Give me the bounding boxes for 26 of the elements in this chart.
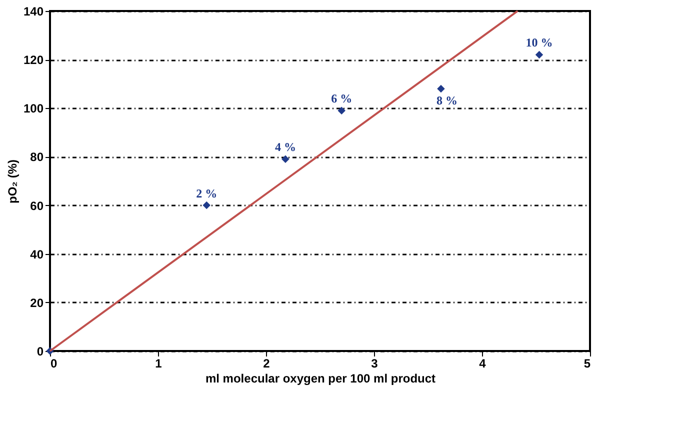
x-tick-label: 2 [263, 356, 270, 370]
y-tick-label: 120 [23, 53, 44, 68]
point [202, 201, 210, 210]
point [437, 84, 445, 93]
point [535, 50, 544, 59]
y-tick-label: 60 [30, 198, 44, 213]
x-tick-label: 0 [50, 356, 58, 370]
y-tick-label: 140 [23, 4, 44, 18]
x-tick-label: 1 [155, 356, 162, 370]
x-tick-label: 3 [371, 356, 378, 370]
x-tick-label: 4 [479, 356, 486, 370]
y-tick-label: 100 [23, 102, 44, 116]
y-tick-label: 40 [30, 247, 44, 262]
point [338, 106, 346, 114]
annotation: 10 % [526, 36, 553, 50]
x-axis-title: ml molecular oxygen per 100 ml product [205, 372, 436, 386]
annotation: 2 % [196, 186, 218, 200]
annotation: 6 % [331, 92, 352, 106]
y-tick-label: 0 [36, 344, 44, 358]
y-axis-title: pO₂ (%) [5, 160, 20, 204]
annotation: 8 % [436, 94, 458, 108]
y-tick-label: 80 [30, 150, 44, 164]
x-tick-label: 5 [584, 356, 591, 370]
y-tick-label: 20 [30, 296, 44, 310]
point [282, 155, 290, 164]
annotation: 4 % [274, 140, 296, 154]
